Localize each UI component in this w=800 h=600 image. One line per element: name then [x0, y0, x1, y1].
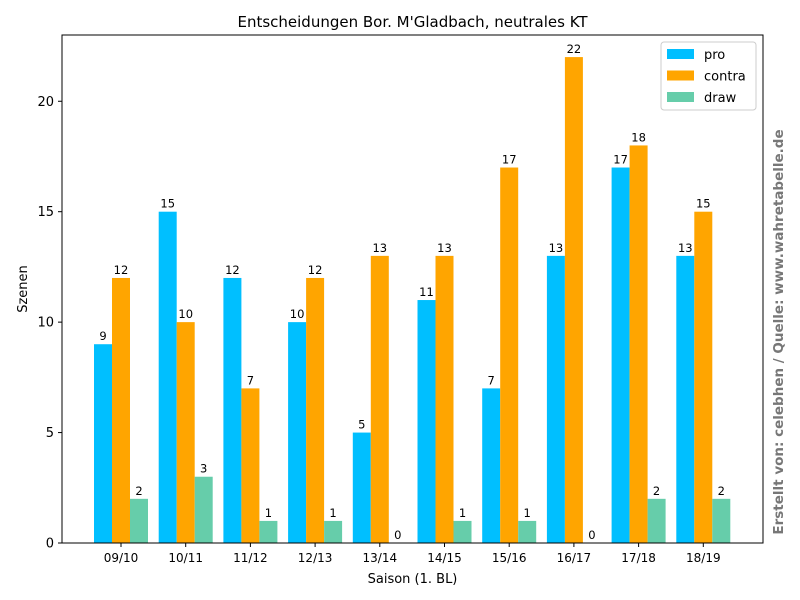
data-label-contra-10-11: 10 [178, 307, 193, 321]
data-label-pro-09-10: 9 [99, 329, 106, 343]
bar-contra-15-16 [500, 167, 519, 544]
legend-swatch-contra [667, 70, 694, 81]
data-label-pro-12-13: 10 [290, 307, 305, 321]
data-label-draw-13-14: 0 [394, 528, 401, 542]
bar-contra-09-10 [112, 277, 130, 543]
bar-contra-14-15 [435, 255, 454, 543]
data-label-draw-10-11: 3 [200, 462, 207, 476]
data-label-pro-15-16: 7 [488, 373, 495, 387]
bar-pro-09-10 [94, 344, 112, 543]
bar-pro-14-15 [417, 300, 436, 543]
data-label-draw-11-12: 1 [265, 506, 272, 520]
x-tick-label: 15/16 [492, 551, 527, 565]
legend-swatch-pro [667, 49, 694, 59]
y-tick-label: 10 [37, 316, 54, 331]
bar-contra-12-13 [306, 277, 325, 543]
plot-area-frame [61, 34, 764, 544]
bar-pro-16-17 [546, 255, 565, 543]
y-tick-label: 0 [46, 537, 54, 552]
bar-pro-10-11 [158, 211, 177, 543]
x-tick-label: 18/19 [686, 551, 721, 565]
data-label-pro-14-15: 11 [419, 285, 434, 299]
bar-draw-10-11 [194, 476, 213, 543]
bar-pro-18-19 [676, 255, 695, 543]
bar-contra-13-14 [370, 255, 389, 543]
data-label-draw-18-19: 2 [718, 484, 725, 498]
data-label-pro-10-11: 15 [160, 197, 175, 211]
x-tick-label: 12/13 [298, 551, 333, 565]
bar-pro-15-16 [482, 388, 501, 543]
credit-text: Erstellt von: celebhen / Quelle: www.wah… [771, 129, 787, 534]
legend-swatch-draw [667, 92, 694, 102]
data-label-pro-17-18: 17 [613, 153, 628, 167]
data-label-pro-13-14: 5 [358, 418, 365, 432]
bar-contra-17-18 [629, 145, 648, 543]
data-label-contra-11-12: 7 [247, 373, 254, 387]
bar-contra-16-17 [564, 57, 583, 544]
x-tick-label: 17/18 [621, 551, 656, 565]
data-label-pro-11-12: 12 [225, 263, 240, 277]
bar-draw-09-10 [130, 498, 148, 543]
data-label-pro-16-17: 13 [549, 241, 564, 255]
data-label-pro-18-19: 13 [678, 241, 693, 255]
data-label-contra-13-14: 13 [372, 241, 387, 255]
y-tick-label: 15 [37, 205, 54, 220]
x-tick-label: 16/17 [557, 551, 592, 565]
legend: pro contra draw [660, 41, 757, 111]
legend-label-pro: pro [704, 48, 725, 63]
bar-draw-14-15 [453, 520, 472, 543]
y-axis-label: Szenen [16, 265, 31, 313]
x-tick-label: 09/10 [104, 551, 139, 565]
bars-layer [94, 57, 731, 544]
bar-pro-17-18 [611, 167, 630, 544]
x-tick-label: 13/14 [363, 551, 398, 565]
bar-draw-17-18 [647, 498, 666, 543]
bar-draw-11-12 [259, 520, 278, 543]
bar-contra-10-11 [176, 322, 195, 543]
legend-label-contra: contra [704, 70, 746, 85]
bar-pro-11-12 [223, 277, 242, 543]
x-tick-label: 11/12 [233, 551, 268, 565]
data-label-draw-15-16: 1 [524, 506, 531, 520]
bar-contra-11-12 [241, 388, 260, 543]
data-label-contra-18-19: 15 [696, 197, 711, 211]
bar-draw-18-19 [712, 498, 731, 543]
y-tick-label: 5 [46, 426, 54, 441]
data-label-contra-15-16: 17 [502, 153, 517, 167]
x-axis-label: Saison (1. BL) [368, 572, 458, 587]
data-label-draw-17-18: 2 [653, 484, 660, 498]
data-label-draw-09-10: 2 [135, 484, 142, 498]
x-tick-label: 10/11 [168, 551, 203, 565]
data-label-contra-16-17: 22 [567, 42, 582, 56]
data-label-contra-14-15: 13 [437, 241, 452, 255]
bar-pro-13-14 [352, 432, 371, 543]
bar-draw-15-16 [518, 520, 537, 543]
data-label-contra-12-13: 12 [308, 263, 323, 277]
bar-contra-18-19 [694, 211, 713, 543]
data-label-draw-12-13: 1 [329, 506, 336, 520]
x-tick-label: 14/15 [427, 551, 462, 565]
chart-title: Entscheidungen Bor. M'Gladbach, neutrale… [237, 13, 588, 31]
data-label-draw-14-15: 1 [459, 506, 466, 520]
y-axis-ticks: 0 5 10 15 20 [37, 95, 62, 552]
data-label-contra-09-10: 12 [114, 263, 129, 277]
legend-label-draw: draw [704, 91, 737, 106]
bar-draw-12-13 [324, 520, 343, 543]
bar-pro-12-13 [288, 322, 307, 543]
data-label-draw-16-17: 0 [588, 528, 595, 542]
x-axis-ticks: 09/10 10/11 11/12 12/13 13/14 14/15 15/16 16/17… [104, 543, 721, 565]
y-tick-label: 20 [37, 95, 54, 110]
data-label-contra-17-18: 18 [631, 130, 646, 144]
